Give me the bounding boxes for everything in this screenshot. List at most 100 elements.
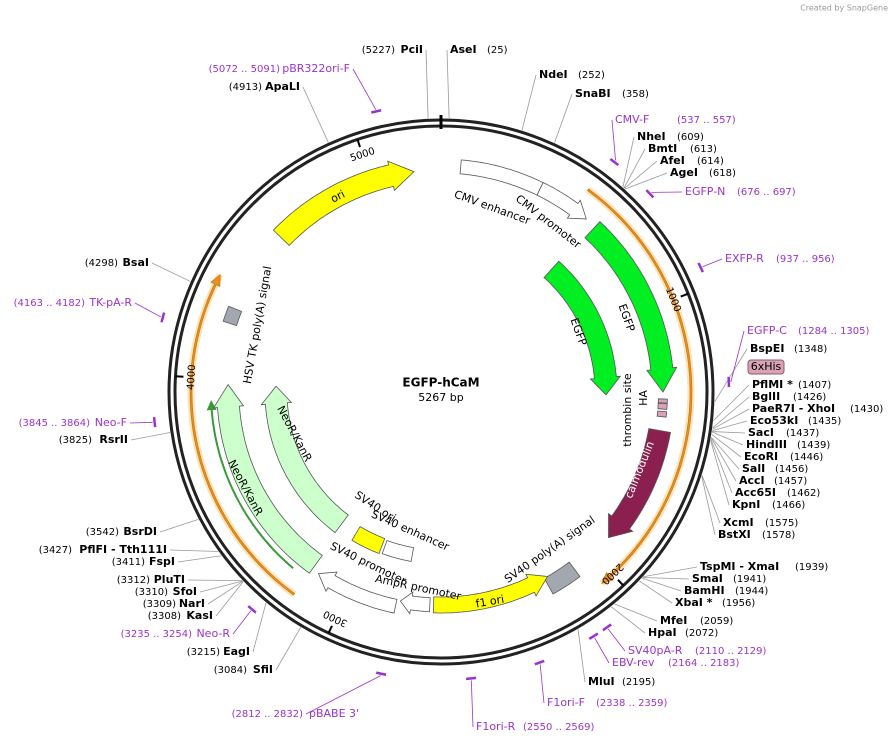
feature	[608, 428, 671, 539]
enzyme-position: (3542)	[86, 527, 119, 538]
enzyme-leader	[624, 160, 658, 189]
enzyme-leader	[275, 627, 302, 671]
primer-mark	[588, 632, 599, 640]
enzyme-position: (614)	[697, 156, 724, 167]
primer-leader	[730, 330, 745, 382]
enzyme-position: (3312)	[117, 575, 150, 586]
enzyme-position: (613)	[690, 144, 717, 155]
feature	[317, 571, 398, 614]
primer-name: pBR322ori-F	[282, 62, 350, 75]
primer-name: Neo-R	[196, 627, 230, 640]
enzyme-position: (3215)	[187, 647, 220, 658]
enzyme-leader	[610, 606, 646, 634]
enzyme-name: SmaI	[692, 572, 723, 585]
primer-leader	[129, 421, 153, 424]
enzyme-position: (618)	[709, 168, 736, 179]
primer-position: (676 .. 697)	[737, 187, 796, 198]
enzyme-leader	[425, 49, 429, 119]
primer-mark	[375, 671, 387, 676]
enzyme-leader	[710, 438, 733, 494]
feature	[272, 160, 415, 246]
enzyme-name: SnaBI	[575, 87, 611, 100]
enzyme-position: (1439)	[797, 440, 830, 451]
enzyme-leader	[712, 396, 750, 429]
feature	[657, 402, 668, 410]
enzyme-name: XcmI	[723, 516, 754, 529]
primer-position: (3845 .. 3864)	[19, 418, 91, 429]
enzyme-leader	[159, 518, 199, 533]
primer-leader	[594, 637, 610, 664]
enzyme-name: KasI	[186, 609, 213, 622]
primer-leader	[305, 675, 381, 715]
primer-name: pBABE 3'	[309, 707, 359, 720]
enzyme-leader	[614, 603, 658, 622]
enzyme-position: (4298)	[85, 258, 118, 269]
enzyme-leader	[714, 348, 748, 402]
enzyme-position: (358)	[622, 89, 649, 100]
primer-mark	[645, 189, 655, 199]
primer-mark	[152, 417, 157, 428]
enzyme-position: (1462)	[787, 488, 820, 499]
primer-mark	[602, 623, 612, 632]
primer-position: (937 .. 956)	[776, 254, 835, 265]
enzyme-leader	[710, 436, 740, 470]
enzyme-name: BstXI	[718, 528, 751, 541]
primer-position: (2550 .. 2569)	[523, 722, 595, 733]
enzyme-leader	[713, 384, 750, 421]
primer-name: Neo-F	[95, 416, 127, 429]
enzyme-leader	[623, 148, 646, 189]
plasmid-name: EGFP-hCaM	[402, 376, 479, 390]
enzyme-name: HindIII	[746, 438, 787, 451]
enzyme-name: ApaLI	[265, 80, 300, 93]
enzyme-name: BglII	[752, 390, 780, 403]
enzyme-name: KpnI	[732, 498, 760, 511]
primer-name: F1ori-F	[547, 696, 585, 709]
feature	[584, 221, 678, 393]
primer-position: (2164 .. 2183)	[668, 658, 740, 669]
primer-position: (4163 .. 4182)	[14, 298, 86, 309]
primer-name: EXFP-R	[725, 252, 764, 265]
enzyme-leader	[302, 86, 329, 143]
enzyme-position: (609)	[677, 132, 704, 143]
enzyme-position: (252)	[578, 70, 605, 81]
enzyme-position: (2195)	[622, 677, 655, 688]
primer-leader	[470, 680, 474, 728]
enzyme-name: MluI	[588, 675, 615, 688]
enzyme-name: PflFI - Tth111I	[79, 543, 167, 556]
enzyme-leader	[712, 431, 746, 434]
enzyme-name: BmtI	[648, 142, 677, 155]
enzyme-position: (1446)	[790, 452, 823, 463]
enzyme-leader	[701, 476, 716, 536]
feature	[459, 159, 544, 196]
enzyme-position: (3427)	[39, 545, 72, 556]
primer-leader	[134, 302, 162, 318]
enzyme-name: MfeI	[660, 614, 687, 627]
primer-mark	[609, 158, 620, 166]
feature	[432, 573, 549, 614]
feature-label: HSV TK poly(A) signal	[241, 265, 274, 385]
enzyme-leader	[711, 434, 742, 458]
enzyme-position: (5227)	[362, 45, 395, 56]
enzyme-name: AseI	[450, 43, 477, 56]
enzyme-leader	[711, 431, 744, 446]
feature	[351, 526, 386, 555]
enzyme-position: (3310)	[135, 587, 168, 598]
enzyme-position: (3308)	[148, 611, 181, 622]
enzyme-name: AgeI	[670, 166, 698, 179]
enzyme-position: (1426)	[793, 392, 826, 403]
primer-leader	[611, 119, 616, 161]
primer-mark	[370, 109, 382, 114]
enzyme-leader	[712, 420, 748, 431]
feature	[260, 385, 349, 534]
feature	[543, 260, 622, 396]
enzyme-leader	[252, 602, 267, 653]
feature-label: f1 ori	[475, 593, 506, 611]
primer-mark	[466, 676, 477, 681]
enzyme-position: (1456)	[775, 464, 808, 475]
enzyme-name: BsaI	[123, 256, 149, 269]
primer-name: EGFP-C	[747, 324, 787, 337]
enzyme-name: NarI	[179, 597, 205, 610]
enzyme-leader	[446, 49, 450, 119]
primer-name: CMV-F	[615, 113, 649, 126]
